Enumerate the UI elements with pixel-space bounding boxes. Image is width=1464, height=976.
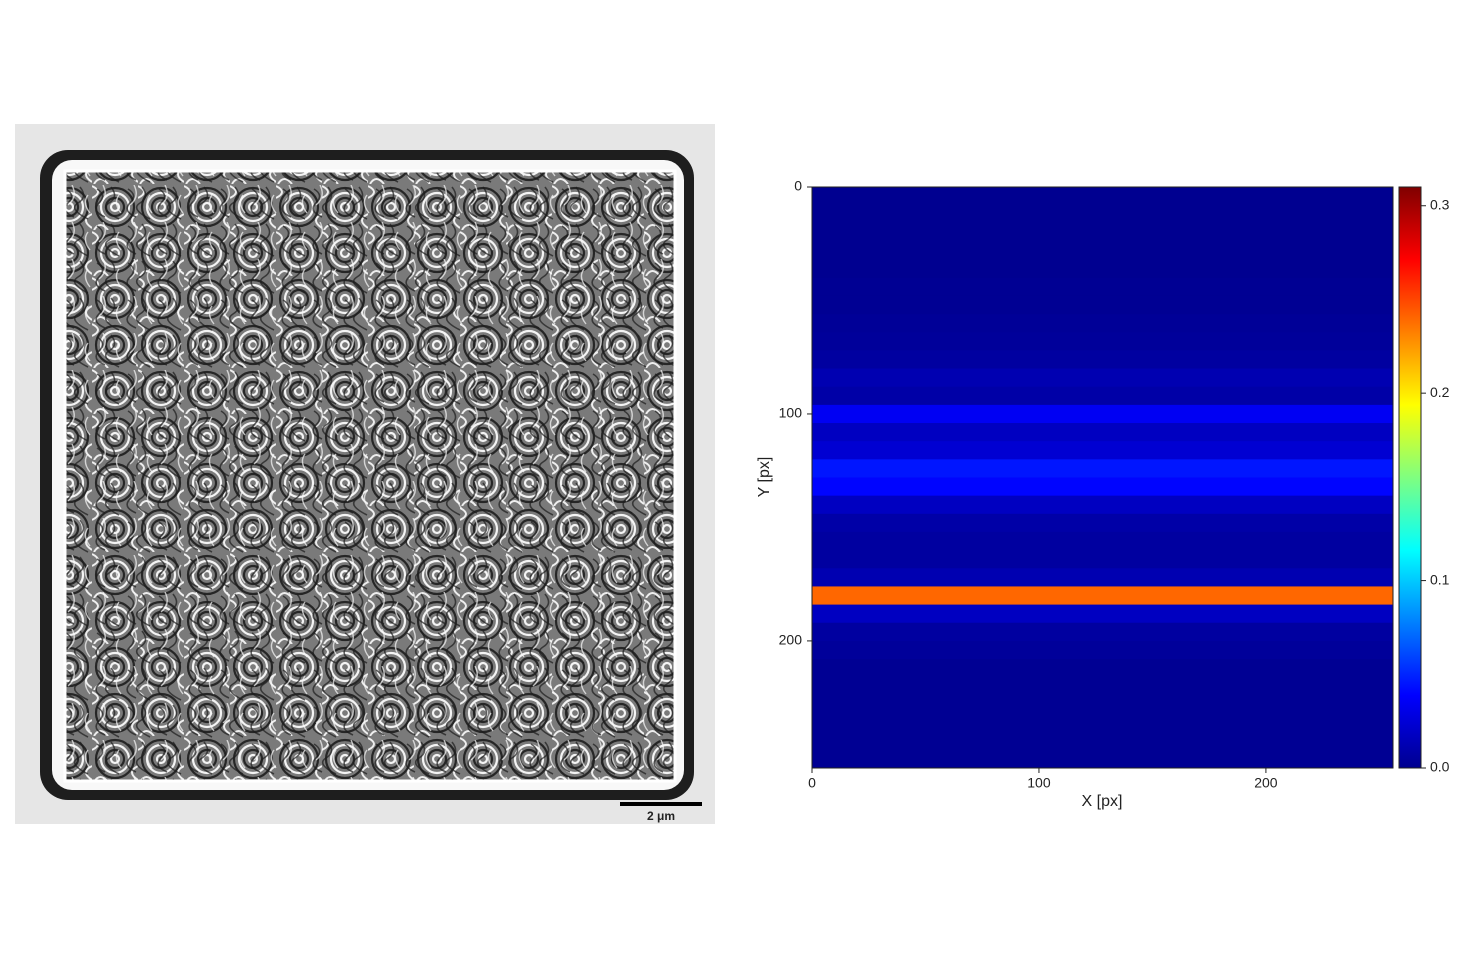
heat-row bbox=[812, 350, 1393, 370]
x-tick-label: 200 bbox=[1254, 775, 1278, 791]
scale-bar-label: 2 μm bbox=[647, 809, 675, 823]
heat-row bbox=[812, 659, 1393, 678]
heat-row bbox=[812, 259, 1393, 279]
heat-row bbox=[812, 477, 1393, 497]
heat-row bbox=[812, 332, 1393, 351]
heat-row bbox=[812, 495, 1393, 515]
y-tick-label: 0 bbox=[794, 178, 802, 194]
micrograph: 2 μm bbox=[15, 124, 715, 824]
heat-row bbox=[812, 749, 1393, 769]
y-axis-label: Y [px] bbox=[756, 457, 773, 498]
colorbar-tick-label: 0.3 bbox=[1430, 196, 1450, 212]
colorbar-tick-label: 0.1 bbox=[1430, 571, 1450, 587]
y-tick-label: 100 bbox=[779, 405, 803, 421]
colorbar-tick-label: 0.2 bbox=[1430, 384, 1450, 400]
heat-row bbox=[812, 604, 1393, 624]
heat-row bbox=[812, 205, 1393, 224]
x-tick-label: 0 bbox=[808, 775, 816, 791]
heat-row bbox=[812, 459, 1393, 478]
heat-row bbox=[812, 386, 1393, 406]
heat-row bbox=[812, 368, 1393, 388]
heat-row bbox=[812, 713, 1393, 733]
heat-row bbox=[812, 622, 1393, 642]
x-axis-label: X [px] bbox=[1082, 793, 1123, 810]
heat-row bbox=[812, 441, 1393, 460]
heat-row bbox=[812, 531, 1393, 551]
heatmap bbox=[812, 187, 1393, 769]
plot-frame bbox=[811, 186, 1394, 769]
heat-row bbox=[812, 314, 1393, 333]
x-tick-label: 100 bbox=[1027, 775, 1051, 791]
heat-row bbox=[812, 404, 1393, 424]
heat-row bbox=[812, 295, 1393, 315]
heat-row bbox=[812, 568, 1393, 587]
heat-row bbox=[812, 277, 1393, 297]
y-tick-label: 200 bbox=[779, 632, 803, 648]
heat-row bbox=[812, 695, 1393, 715]
heat-row bbox=[812, 677, 1393, 696]
heat-row bbox=[812, 223, 1393, 242]
heat-row bbox=[812, 423, 1393, 442]
heat-row bbox=[812, 586, 1393, 606]
heat-row bbox=[812, 550, 1393, 569]
heat-row bbox=[812, 731, 1393, 751]
colorbar-tick-label: 0.0 bbox=[1430, 759, 1450, 775]
heat-row bbox=[812, 513, 1393, 533]
heat-row bbox=[812, 640, 1393, 660]
heat-row bbox=[812, 241, 1393, 261]
colorbar bbox=[1398, 186, 1422, 769]
heat-row bbox=[812, 187, 1393, 206]
